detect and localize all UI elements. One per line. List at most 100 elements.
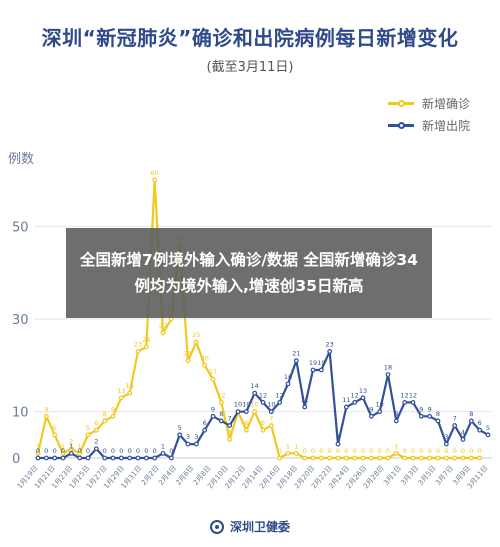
data-point-confirmed (202, 362, 208, 368)
data-label-confirmed: 60 (151, 169, 159, 177)
data-label-confirmed: 17 (209, 368, 217, 376)
data-point-discharged (352, 400, 358, 405)
data-label-discharged: 10 (267, 401, 275, 409)
data-point-discharged (85, 455, 91, 461)
data-label-confirmed: 27 (159, 322, 167, 330)
data-label-confirmed: 6 (261, 419, 265, 427)
data-point-confirmed (452, 455, 458, 461)
data-point-discharged (152, 455, 158, 461)
data-point-confirmed (402, 455, 408, 461)
data-label-confirmed: 0 (411, 447, 415, 455)
data-point-confirmed (285, 450, 291, 456)
data-point-discharged (368, 413, 374, 419)
data-point-discharged (160, 450, 166, 456)
data-point-confirmed (60, 450, 66, 456)
data-label-discharged: 12 (276, 391, 284, 399)
y-axis-label: 例数 (8, 152, 35, 167)
data-point-confirmed (393, 450, 399, 456)
data-point-discharged (43, 455, 49, 461)
data-point-discharged (310, 367, 316, 373)
data-point-discharged (93, 446, 99, 452)
data-point-confirmed (135, 349, 141, 354)
overlay-text: 全国新增7例境外输入确诊/数据 全国新增确诊34例均为境外输入,增速创35日新高 (80, 251, 418, 295)
data-label-confirmed: 0 (344, 447, 348, 455)
legend-item-discharged: 新增出院 (388, 114, 470, 136)
data-point-confirmed (410, 455, 416, 461)
data-point-discharged (260, 400, 266, 405)
data-label-confirmed: 0 (453, 447, 457, 455)
data-label-confirmed: 20 (201, 354, 209, 362)
data-label-confirmed: 1 (78, 442, 82, 450)
data-label-confirmed: 10 (251, 401, 259, 409)
data-label-confirmed: 1 (294, 442, 298, 450)
data-point-confirmed (460, 455, 466, 461)
data-point-discharged (293, 358, 299, 364)
data-point-confirmed (110, 413, 116, 419)
data-point-discharged (318, 367, 324, 373)
data-point-discharged (227, 423, 233, 428)
data-point-discharged (118, 455, 124, 461)
data-point-discharged (393, 418, 399, 424)
data-label-discharged: 9 (428, 405, 432, 413)
data-label-discharged: 0 (78, 447, 82, 455)
data-label-confirmed: 0 (361, 447, 365, 455)
data-label-discharged: 0 (86, 447, 90, 455)
x-tick-label: 3月7日 (434, 464, 455, 487)
data-point-confirmed (127, 390, 133, 396)
data-label-discharged: 9 (369, 405, 373, 413)
x-tick-label: 2月4日 (157, 464, 178, 487)
data-point-confirmed (102, 418, 108, 424)
data-label-discharged: 21 (292, 350, 300, 358)
data-point-discharged (60, 455, 66, 461)
y-tick-label: 10 (12, 406, 29, 421)
data-label-discharged: 9 (419, 405, 423, 413)
data-point-discharged (168, 455, 174, 461)
data-point-discharged (252, 390, 258, 396)
data-label-confirmed: 1 (394, 442, 398, 450)
x-tick-label: 3月1日 (382, 464, 403, 487)
data-point-confirmed (85, 432, 91, 438)
data-label-discharged: 0 (128, 447, 132, 455)
data-point-confirmed (210, 376, 216, 382)
data-point-discharged (343, 404, 349, 410)
y-tick-label: 50 (12, 220, 29, 235)
data-point-confirmed (243, 427, 249, 433)
data-point-discharged (135, 455, 141, 461)
data-label-discharged: 6 (478, 419, 482, 427)
data-label-discharged: 10 (376, 401, 384, 409)
data-label-discharged: 23 (326, 340, 334, 348)
data-label-confirmed: 0 (378, 447, 382, 455)
data-label-discharged: 7 (453, 415, 457, 423)
data-point-discharged (235, 409, 241, 415)
data-point-discharged (402, 400, 408, 405)
data-label-discharged: 18 (384, 364, 392, 372)
chart-subtitle: (截至3月11日) (206, 60, 294, 75)
data-label-confirmed: 25 (192, 331, 200, 339)
data-label-confirmed: 0 (436, 447, 440, 455)
data-point-confirmed (268, 423, 274, 428)
data-label-discharged: 0 (136, 447, 140, 455)
data-label-discharged: 4 (461, 428, 465, 436)
data-label-discharged: 8 (394, 410, 398, 418)
data-label-confirmed: 0 (369, 447, 373, 455)
data-point-discharged (210, 413, 216, 419)
data-label-discharged: 10 (234, 401, 242, 409)
data-point-discharged (460, 437, 466, 442)
data-label-confirmed: 10 (234, 401, 242, 409)
data-point-discharged (102, 455, 108, 461)
data-label-confirmed: 0 (428, 447, 432, 455)
data-point-confirmed (377, 455, 383, 461)
data-point-confirmed (360, 455, 366, 461)
data-label-discharged: 10 (242, 401, 250, 409)
data-point-discharged (360, 395, 366, 401)
data-label-discharged: 0 (44, 447, 48, 455)
data-point-discharged (485, 432, 491, 438)
data-label-confirmed: 0 (461, 447, 465, 455)
data-label-confirmed: 0 (403, 447, 407, 455)
data-point-discharged (77, 455, 83, 461)
data-point-discharged (193, 441, 199, 447)
data-point-confirmed (227, 437, 233, 442)
data-label-discharged: 12 (351, 391, 359, 399)
data-point-confirmed (93, 427, 99, 433)
data-point-confirmed (327, 455, 333, 461)
